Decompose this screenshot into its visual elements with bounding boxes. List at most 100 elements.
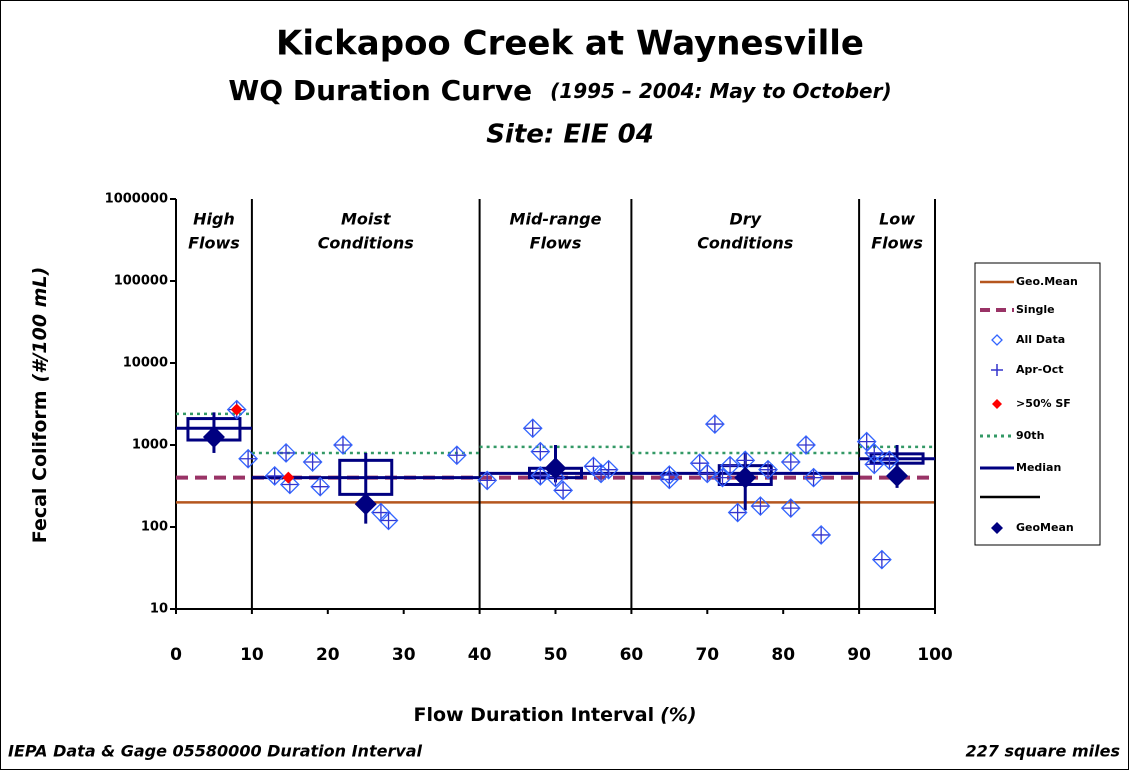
y-tick-label: 100000 xyxy=(114,274,168,289)
point-diamond xyxy=(545,467,566,488)
x-tick-label: 50 xyxy=(544,645,568,665)
x-tick-label: 80 xyxy=(771,645,795,665)
site: Site: EIE 04 xyxy=(486,120,654,150)
point-diamond xyxy=(811,525,832,545)
legend-swatch xyxy=(991,334,1003,346)
point-cross xyxy=(479,472,496,489)
legend-label: >50% SF xyxy=(1016,397,1071,410)
xlabel: Flow Duration Interval xyxy=(413,704,654,726)
data-point xyxy=(530,465,551,486)
geomean-point xyxy=(886,464,909,487)
legend-swatch xyxy=(991,364,1003,376)
data-point xyxy=(276,443,296,463)
point-diamond xyxy=(333,435,353,455)
point-cross xyxy=(661,467,678,484)
x-tick-label: 10 xyxy=(240,645,264,665)
data-point xyxy=(238,448,259,469)
point-cross xyxy=(866,444,883,461)
zone-label: Dry xyxy=(729,210,761,229)
point-diamond xyxy=(697,463,718,484)
x-tick-label: 90 xyxy=(847,645,871,665)
x-tick-label: 70 xyxy=(695,645,719,665)
data-point xyxy=(720,455,740,476)
point-diamond xyxy=(727,502,748,523)
data-point xyxy=(530,441,551,462)
y-tick-label: 1000 xyxy=(132,438,168,453)
data-point xyxy=(477,470,498,491)
point-diamond xyxy=(659,465,680,485)
point-cross xyxy=(266,467,283,484)
zone-label: Conditions xyxy=(697,234,793,253)
point-cross xyxy=(873,551,890,568)
point-diamond xyxy=(780,498,801,519)
data-point xyxy=(780,498,801,519)
point-cross xyxy=(782,500,799,517)
point-diamond xyxy=(238,448,259,469)
point-cross xyxy=(752,498,769,515)
data-point xyxy=(727,502,748,523)
x-tick-label: 30 xyxy=(392,645,416,665)
data-point xyxy=(758,459,778,480)
geomean-point xyxy=(544,457,567,480)
point-diamond xyxy=(530,465,551,486)
point-diamond xyxy=(758,459,778,480)
chart-title: Kickapoo Creek at Waynesville xyxy=(276,24,864,64)
point-cross xyxy=(278,444,295,461)
ylabel: Fecal Coliform xyxy=(29,390,51,543)
data-point xyxy=(864,443,885,463)
data-point xyxy=(697,463,718,484)
zone-label: Flows xyxy=(871,234,923,253)
point-diamond xyxy=(750,496,771,516)
point-cross xyxy=(240,450,257,467)
point-cross xyxy=(380,512,397,529)
point-diamond xyxy=(704,414,725,434)
legend-label: GeoMean xyxy=(1016,521,1074,534)
exceed-point xyxy=(282,471,295,484)
exceed-point xyxy=(230,403,243,416)
point-cross xyxy=(600,461,617,478)
y-axis-title: Fecal Coliform (#/100 mL) xyxy=(29,267,51,544)
data-point xyxy=(811,525,832,545)
point-cross xyxy=(448,447,465,464)
point-diamond xyxy=(279,474,300,495)
y-tick-label: 10 xyxy=(150,602,168,617)
geomean-point xyxy=(734,466,757,489)
data-point xyxy=(333,435,353,455)
legend-swatch xyxy=(991,522,1003,534)
point-cross xyxy=(691,455,708,472)
data-point xyxy=(264,465,285,486)
data-point xyxy=(750,496,771,516)
point-cross xyxy=(881,452,898,469)
point-cross xyxy=(372,504,389,521)
data-point xyxy=(803,467,824,488)
point-cross xyxy=(729,504,746,521)
data-point xyxy=(879,450,900,471)
point-diamond xyxy=(446,445,467,466)
point-cross xyxy=(524,420,541,437)
footer-left: IEPA Data & Gage 05580000 Duration Inter… xyxy=(8,742,423,761)
data-point xyxy=(378,510,399,531)
data-point xyxy=(856,431,877,452)
point-diamond xyxy=(591,463,611,484)
zone-label: High xyxy=(193,210,235,229)
point-cross xyxy=(532,467,549,484)
x-axis-title: Flow Duration Interval (%) xyxy=(413,704,696,726)
point-cross xyxy=(699,465,716,482)
data-point xyxy=(553,480,574,501)
data-point xyxy=(310,476,331,497)
point-diamond xyxy=(856,431,877,452)
point-diamond xyxy=(530,441,551,462)
y-tick-label: 10000 xyxy=(123,356,168,371)
y-tick-label: 100 xyxy=(141,520,168,535)
point-cross xyxy=(737,452,754,469)
data-point xyxy=(522,418,543,439)
point-cross xyxy=(813,526,830,543)
point-cross xyxy=(532,443,549,460)
geomean-point xyxy=(202,426,225,449)
data-point xyxy=(598,459,619,480)
point-diamond xyxy=(310,476,331,497)
point-diamond xyxy=(553,480,574,501)
footer-right: 227 square miles xyxy=(966,742,1120,761)
point-cross xyxy=(555,482,572,499)
zone-label: Low xyxy=(879,210,915,229)
